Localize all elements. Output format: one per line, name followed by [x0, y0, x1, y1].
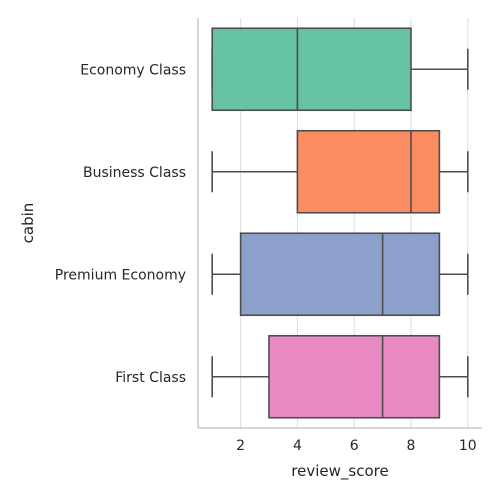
- box-iqr: [268, 334, 441, 419]
- x-tick-label: 8: [407, 438, 416, 454]
- box-series: [211, 27, 469, 419]
- box-iqr: [296, 129, 441, 214]
- x-tick-label: 4: [293, 438, 302, 454]
- y-tick-labels: Economy Class Business Class Premium Econo…: [55, 62, 186, 386]
- x-axis-label: review_score: [291, 462, 388, 481]
- y-axis-label: cabin: [19, 203, 37, 244]
- axis-spines: [197, 18, 482, 429]
- box-iqr: [211, 27, 412, 112]
- y-tick-label: Business Class: [83, 165, 186, 181]
- x-tick-label: 2: [236, 438, 245, 454]
- box-3: [211, 334, 469, 419]
- y-tick-label: Premium Economy: [55, 267, 186, 283]
- y-tick-label: First Class: [115, 370, 186, 386]
- box-0: [211, 27, 469, 112]
- x-tick-label: 10: [459, 438, 477, 454]
- x-tick-label: 6: [350, 438, 359, 454]
- box-2: [211, 232, 469, 317]
- box-iqr: [239, 232, 441, 317]
- x-tick-labels: 2 4 6 8 10: [236, 438, 477, 454]
- y-tick-label: Economy Class: [80, 62, 186, 78]
- box-1: [211, 129, 469, 214]
